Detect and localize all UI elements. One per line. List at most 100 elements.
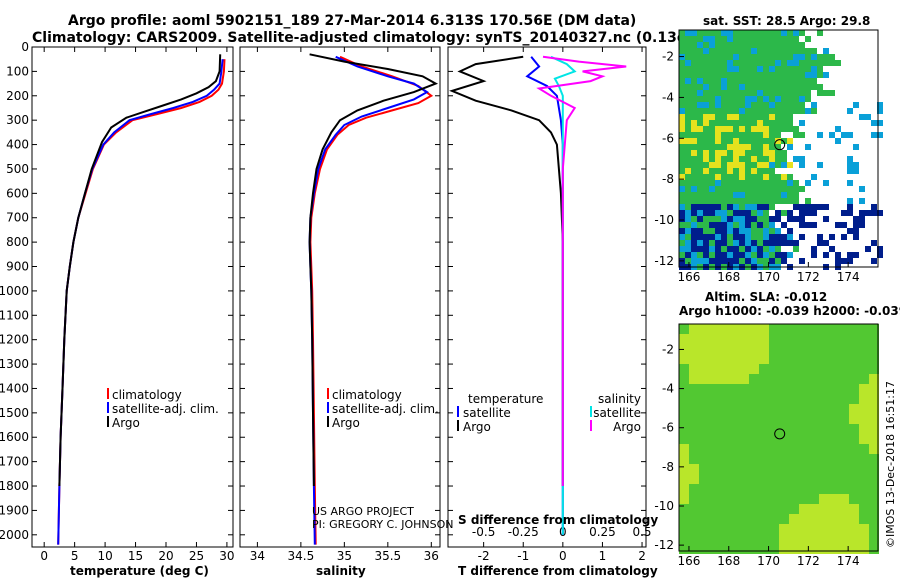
map-cell bbox=[817, 30, 823, 36]
map-cell bbox=[715, 156, 721, 162]
map-cell bbox=[679, 234, 685, 240]
map-cell bbox=[769, 198, 775, 204]
map-cell bbox=[739, 228, 745, 234]
map-cell bbox=[691, 204, 697, 210]
map-cell bbox=[757, 96, 763, 102]
map-cell bbox=[685, 120, 691, 126]
map-cell bbox=[781, 108, 787, 114]
map-cell bbox=[679, 228, 685, 234]
map-cell bbox=[709, 364, 719, 374]
map-cell bbox=[709, 210, 715, 216]
map-cell bbox=[769, 54, 775, 60]
map-y-label: -8 bbox=[662, 460, 674, 474]
map-cell bbox=[709, 216, 715, 222]
map-cell bbox=[769, 324, 779, 334]
map-cell bbox=[853, 216, 859, 222]
map-cell bbox=[709, 120, 715, 126]
map-cell bbox=[703, 180, 709, 186]
map-cell bbox=[715, 252, 721, 258]
map-cell bbox=[781, 162, 787, 168]
map-cell bbox=[757, 48, 763, 54]
map-cell bbox=[721, 108, 727, 114]
map-cell bbox=[849, 424, 859, 434]
map-cell bbox=[839, 454, 849, 464]
map-cell bbox=[697, 174, 703, 180]
map-cell bbox=[787, 174, 793, 180]
map-cell bbox=[697, 210, 703, 216]
map-cell bbox=[697, 192, 703, 198]
argo-float-marker bbox=[774, 428, 786, 440]
map-cell bbox=[709, 84, 715, 90]
map-cell bbox=[749, 474, 759, 484]
map-cell bbox=[703, 84, 709, 90]
map-cell bbox=[733, 198, 739, 204]
map-cell bbox=[839, 354, 849, 364]
map-cell bbox=[769, 96, 775, 102]
map-cell bbox=[685, 54, 691, 60]
map-cell bbox=[847, 132, 853, 138]
map-cell bbox=[685, 174, 691, 180]
map-cell bbox=[849, 464, 859, 474]
map-cell bbox=[779, 414, 789, 424]
map-cell bbox=[691, 168, 697, 174]
map-cell bbox=[809, 544, 819, 554]
map-cell bbox=[829, 374, 839, 384]
map-cell bbox=[697, 198, 703, 204]
map-cell bbox=[709, 186, 715, 192]
map-cell bbox=[709, 66, 715, 72]
map-cell bbox=[775, 108, 781, 114]
map-cell bbox=[697, 90, 703, 96]
legend-label: temperature bbox=[468, 392, 543, 406]
map-cell bbox=[691, 210, 697, 216]
series-line bbox=[536, 55, 627, 486]
map-x-label: 174 bbox=[837, 270, 860, 284]
map-cell bbox=[719, 504, 729, 514]
map-cell bbox=[829, 504, 839, 514]
map-cell bbox=[703, 246, 709, 252]
map-cell bbox=[787, 30, 793, 36]
map-cell bbox=[859, 544, 869, 554]
map-cell bbox=[809, 394, 819, 404]
map-cell bbox=[727, 48, 733, 54]
map-cell bbox=[769, 364, 779, 374]
map-cell bbox=[699, 474, 709, 484]
map-cell bbox=[691, 60, 697, 66]
map-cell bbox=[733, 216, 739, 222]
map-cell bbox=[809, 404, 819, 414]
x-tick-label: 34 bbox=[250, 549, 265, 563]
y-tick-label: 0 bbox=[21, 40, 29, 54]
map-cell bbox=[859, 210, 865, 216]
map-cell bbox=[689, 374, 699, 384]
map-cell bbox=[869, 464, 879, 474]
map-cell bbox=[691, 132, 697, 138]
map-cell bbox=[787, 66, 793, 72]
map-cell bbox=[749, 494, 759, 504]
map-y-label: -4 bbox=[662, 382, 674, 396]
map-cell bbox=[779, 434, 789, 444]
map-cell bbox=[709, 344, 719, 354]
map-cell bbox=[799, 544, 809, 554]
map-cell bbox=[709, 228, 715, 234]
map-cell bbox=[709, 394, 719, 404]
map-cell bbox=[697, 120, 703, 126]
map-cell bbox=[769, 544, 779, 554]
map-x-label: 168 bbox=[717, 270, 740, 284]
map-cell bbox=[769, 102, 775, 108]
map-cell bbox=[715, 186, 721, 192]
map-cell bbox=[689, 464, 699, 474]
map-cell bbox=[805, 66, 811, 72]
map-cell bbox=[779, 464, 789, 474]
map-cell bbox=[697, 168, 703, 174]
map-cell bbox=[709, 222, 715, 228]
map-cell bbox=[739, 102, 745, 108]
map-cell bbox=[763, 96, 769, 102]
map-frame bbox=[678, 29, 879, 268]
map-cell bbox=[679, 192, 685, 198]
map-cell bbox=[757, 54, 763, 60]
map-cell bbox=[793, 192, 799, 198]
map-cell bbox=[691, 162, 697, 168]
map-cell bbox=[763, 144, 769, 150]
map-cell bbox=[689, 454, 699, 464]
map-cell bbox=[719, 444, 729, 454]
map-cell bbox=[799, 514, 809, 524]
